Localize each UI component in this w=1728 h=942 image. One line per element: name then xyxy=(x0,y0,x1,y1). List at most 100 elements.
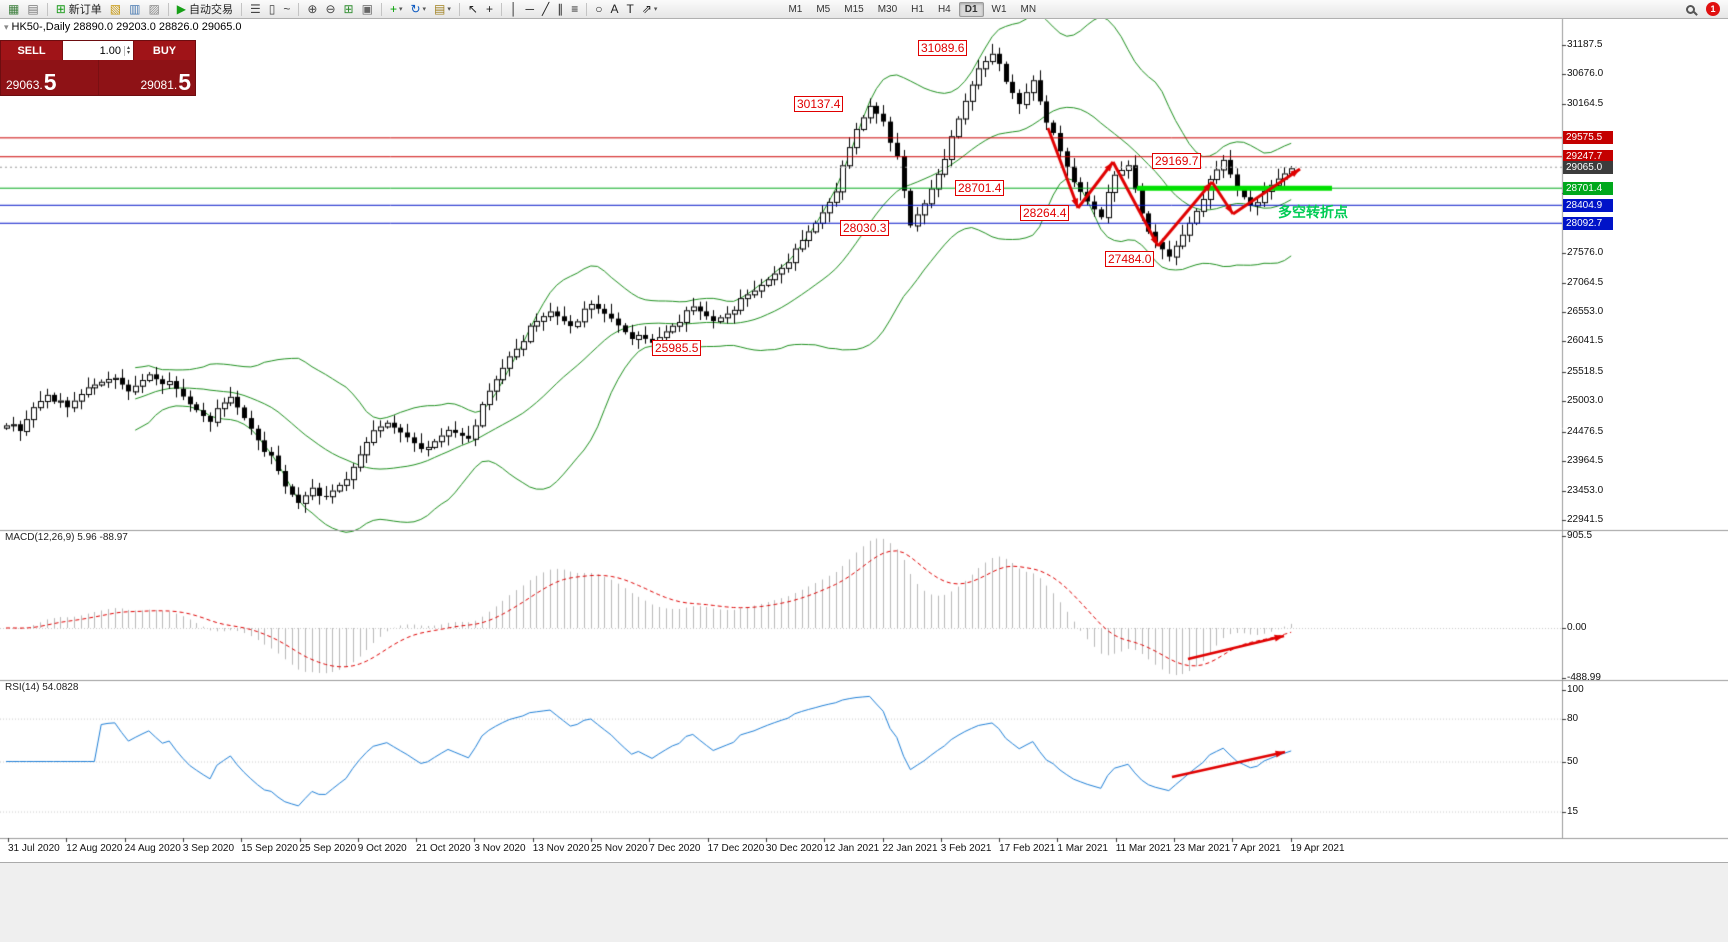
vertical-line-icon[interactable]: │ xyxy=(506,1,522,18)
timeframe-h1[interactable]: H1 xyxy=(911,3,924,15)
vertical-line-icon: │ xyxy=(509,2,518,16)
toolbar-separator xyxy=(458,2,460,16)
search-icon[interactable] xyxy=(1686,4,1695,14)
chevron-down-icon[interactable]: ▾ xyxy=(447,6,451,13)
timeframe-m1[interactable]: M1 xyxy=(788,3,803,15)
buy-price[interactable]: 29081. 5 xyxy=(97,60,196,95)
label-icon[interactable]: T xyxy=(623,1,638,18)
price-badge: 29575.5 xyxy=(1563,131,1613,145)
horizontal-line-icon[interactable]: ─ xyxy=(521,1,538,18)
rsi-panel-title: RSI(14) 54.0828 xyxy=(5,682,79,693)
autotrading-button[interactable]: ▶ 自动交易 xyxy=(173,1,237,18)
timeframe-m15[interactable]: M15 xyxy=(844,3,864,15)
new-order-button[interactable]: ⊞ 新订单 xyxy=(52,1,106,18)
sell-button[interactable]: SELL xyxy=(1,41,63,60)
toolbar-separator xyxy=(46,2,48,16)
fibonacci-icon[interactable]: ≡ xyxy=(567,1,582,18)
price-tick: 26041.5 xyxy=(1567,335,1604,347)
shapes-icon: ○ xyxy=(595,2,603,16)
navigator-icon[interactable]: ▨ xyxy=(144,1,163,18)
profiles-icon[interactable]: ▤ xyxy=(23,1,42,18)
time-axis-label: 25 Nov 2020 xyxy=(591,843,648,854)
time-axis-label: 24 Aug 2020 xyxy=(124,843,181,854)
trend-note[interactable]: 多空转折点 xyxy=(1278,204,1348,220)
channel-icon[interactable]: ∥ xyxy=(553,1,567,18)
macd-scale-label: 905.5 xyxy=(1567,530,1593,541)
price-label-callout[interactable]: 28030.3 xyxy=(840,220,890,236)
time-axis-label: 11 Mar 2021 xyxy=(1115,843,1172,854)
timeframe-mn[interactable]: MN xyxy=(1020,3,1037,15)
time-axis-label: 12 Jan 2021 xyxy=(824,843,880,854)
price-label-callout[interactable]: 25985.5 xyxy=(652,340,702,356)
price-label-callout[interactable]: 28264.4 xyxy=(1020,205,1070,221)
chevron-down-icon[interactable]: ▾ xyxy=(422,6,427,13)
period-icon[interactable]: ↻ ▾ xyxy=(406,1,430,18)
autotrading-button-label: 自动交易 xyxy=(189,4,234,16)
volume-input[interactable]: 1.00 ▴ ▾ xyxy=(63,41,133,60)
one-click-collapse-icon[interactable]: ▾ xyxy=(4,22,9,32)
crosshair-icon[interactable]: + xyxy=(482,1,497,18)
add-indicator-icon[interactable]: + ▾ xyxy=(386,1,407,18)
candlestick-style-icon[interactable]: ▯ xyxy=(265,1,280,18)
price-label-callout[interactable]: 31089.6 xyxy=(918,40,968,56)
market-watch-icon: ▥ xyxy=(129,2,141,16)
volume-value: 1.00 xyxy=(99,44,121,57)
cursor-icon[interactable]: ↖ xyxy=(464,1,482,18)
trendline-icon[interactable]: ╱ xyxy=(538,1,553,18)
line-chart-style-icon[interactable]: ~ xyxy=(279,1,294,18)
timeframe-m5[interactable]: M5 xyxy=(816,3,831,15)
candlestick-style-icon: ▯ xyxy=(268,2,276,16)
price-tick: 23453.0 xyxy=(1567,484,1604,496)
arrows-tool-icon[interactable]: ⇗ ▾ xyxy=(638,1,662,18)
toolbar-separator xyxy=(298,2,300,16)
toolbar-separator xyxy=(500,2,502,16)
ohlc-text: HK50-,Daily 28890.0 29203.0 28826.0 2906… xyxy=(11,21,242,33)
zoom-out-icon[interactable]: ⊖ xyxy=(321,1,339,18)
macd-scale-label: 0.00 xyxy=(1567,622,1587,633)
crosshair-icon: + xyxy=(485,2,493,16)
time-axis-label: 9 Oct 2020 xyxy=(357,843,407,854)
timeframe-m30[interactable]: M30 xyxy=(877,3,898,15)
tile-windows-icon[interactable]: ⊞ xyxy=(340,1,358,18)
toolbar-separator xyxy=(241,2,243,16)
template-icon[interactable]: ▤ ▾ xyxy=(430,1,455,18)
timeframe-w1[interactable]: W1 xyxy=(991,3,1007,15)
buy-button[interactable]: BUY xyxy=(133,41,195,60)
cursor-icon: ↖ xyxy=(467,2,478,16)
time-axis-label: 12 Aug 2020 xyxy=(66,843,123,854)
chevron-down-icon[interactable]: ▾ xyxy=(653,6,658,13)
price-badge: 29247.7 xyxy=(1563,150,1613,164)
sell-price[interactable]: 29063. 5 xyxy=(6,69,57,95)
market-watch-icon[interactable]: ▥ xyxy=(125,1,144,18)
period-icon: ↻ xyxy=(410,2,421,16)
bar-chart-style-icon[interactable]: ☰ xyxy=(246,1,265,18)
cascade-windows-icon[interactable]: ▣ xyxy=(358,1,377,18)
time-axis-label: 30 Dec 2020 xyxy=(765,843,823,854)
volume-stepper[interactable]: ▴ ▾ xyxy=(123,44,132,56)
toolbar: ▦ ▤ ⊞ 新订单 ▧ ▥ ▨ ▶ 自动交易 ☰ ▯ ~ ⊕ ⊖ ⊞ ▣ + ▾ ↻ ▾ ▤ ▾ ↖ + │ ─ ╱ ∥ ≡ ○ A T ⇗ ▾ M… xyxy=(0,0,1728,19)
chart-window: ▾ HK50-,Daily 28890.0 29203.0 28826.0 290… xyxy=(0,19,1728,862)
notification-badge[interactable]: 1 xyxy=(1706,2,1720,16)
price-label-callout[interactable]: 30137.4 xyxy=(794,96,844,112)
stepper-down-icon[interactable]: ▾ xyxy=(126,49,130,56)
price-chart-canvas[interactable] xyxy=(0,19,1728,862)
macd-scale-label: -488.99 xyxy=(1567,671,1601,683)
zoom-in-icon[interactable]: ⊕ xyxy=(303,1,321,18)
price-tick: 30164.5 xyxy=(1567,97,1604,109)
history-center-icon[interactable]: ▧ xyxy=(106,1,125,18)
text-icon[interactable]: A xyxy=(607,1,623,18)
timeframe-h4[interactable]: H4 xyxy=(937,3,951,15)
arrows-tool-icon: ⇗ xyxy=(641,2,652,16)
chart-icon[interactable]: ▦ xyxy=(4,1,23,18)
timeframe-d1[interactable]: D1 xyxy=(958,1,984,17)
bottom-strip xyxy=(0,862,1728,942)
price-label-callout[interactable]: 29169.7 xyxy=(1152,153,1202,169)
price-label-callout[interactable]: 28701.4 xyxy=(955,180,1005,196)
time-axis-label: 17 Feb 2021 xyxy=(999,843,1056,854)
chevron-down-icon[interactable]: ▾ xyxy=(398,6,403,13)
time-axis-label: 7 Apr 2021 xyxy=(1232,843,1281,854)
shapes-icon[interactable]: ○ xyxy=(591,1,606,18)
stepper-up-icon[interactable]: ▴ xyxy=(126,44,130,51)
price-label-callout[interactable]: 27484.0 xyxy=(1105,251,1155,267)
price-tick: 27064.5 xyxy=(1567,276,1604,288)
